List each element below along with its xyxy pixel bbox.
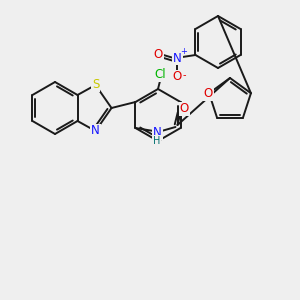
- Text: Cl: Cl: [154, 68, 166, 82]
- Text: N: N: [153, 127, 162, 140]
- Text: O: O: [180, 103, 189, 116]
- Text: +: +: [180, 47, 187, 56]
- Text: O: O: [203, 87, 213, 100]
- Text: N: N: [173, 52, 182, 64]
- Text: O: O: [173, 70, 182, 83]
- Text: -: -: [183, 70, 186, 80]
- Text: S: S: [92, 79, 99, 92]
- Text: O: O: [154, 47, 163, 61]
- Text: N: N: [91, 124, 100, 137]
- Text: H: H: [153, 136, 160, 146]
